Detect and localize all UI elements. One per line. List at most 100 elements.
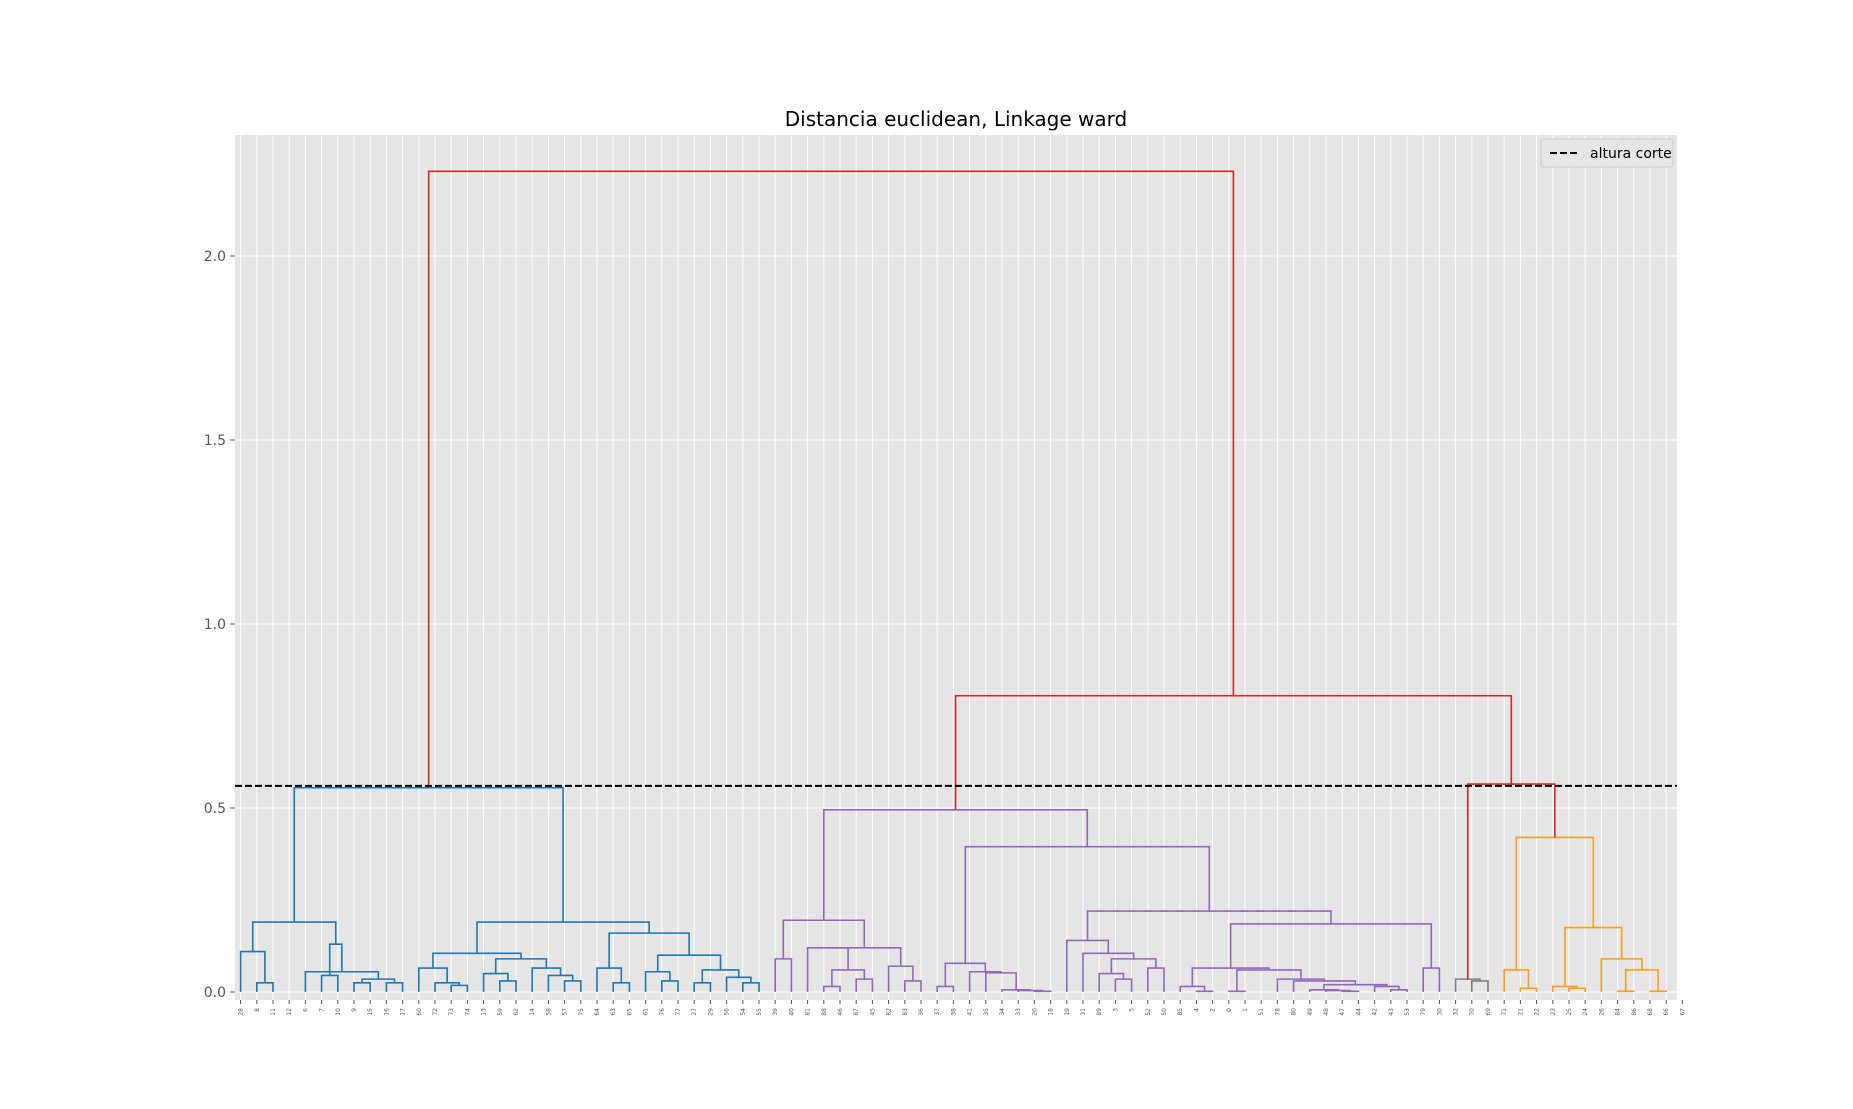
x-tick-label: 21 [1517, 1008, 1524, 1016]
x-tick-label: 27 [691, 1008, 698, 1016]
x-tick-label: 79 [1420, 1008, 1427, 1016]
legend-label: altura corte [1590, 146, 1672, 162]
x-tick-label: 30 [1436, 1008, 1443, 1016]
x-tick-label: 36 [918, 1008, 925, 1016]
x-tick-label: 60 [416, 1008, 423, 1016]
x-tick-label: 52 [1145, 1008, 1152, 1016]
x-tick-label: 73 [448, 1008, 455, 1016]
x-tick-label: 66 [1663, 1008, 1670, 1016]
x-tick-label: 56 [724, 1008, 731, 1016]
x-tick-label: 89 [1096, 1008, 1103, 1016]
x-tick-label: 48 [1323, 1008, 1330, 1016]
y-tick-label: 2.0 [204, 249, 226, 265]
x-tick-label: 50 [1161, 1008, 1168, 1016]
x-tick-label: 1 [1242, 1008, 1249, 1012]
x-tick-label: 10 [335, 1008, 342, 1016]
x-tick-label: 16 [383, 1008, 390, 1016]
x-tick-label: 14 [529, 1008, 536, 1016]
x-tick-label: 0 [1226, 1008, 1233, 1012]
dendrogram-link [1033, 990, 1052, 993]
x-tick-label: 32 [1453, 1008, 1460, 1016]
x-tick-label: 65 [626, 1008, 633, 1016]
x-tick-label: 85 [1177, 1008, 1184, 1016]
x-tick-label: 41 [967, 1008, 974, 1016]
x-tick-label: 44 [1355, 1008, 1362, 1016]
x-tick-label: 78 [1274, 1008, 1281, 1016]
x-tick-label: 54 [740, 1008, 747, 1016]
y-tick-label: 1.5 [204, 433, 226, 449]
dendrogram-link [1649, 990, 1667, 993]
x-tick-label: 7 [319, 1008, 326, 1012]
dendrogram-link [1195, 990, 1214, 993]
legend-box [1540, 138, 1674, 168]
x-tick-label: 70 [1469, 1008, 1476, 1016]
x-tick-label: 39 [772, 1008, 779, 1016]
x-tick-label: 15 [367, 1008, 374, 1016]
x-tick-label: 4 [1193, 1008, 1200, 1012]
x-tick-label: 17 [400, 1008, 407, 1016]
chart-title: Distancia euclidean, Linkage ward [785, 107, 1127, 131]
x-tick-label: 2 [1210, 1008, 1217, 1012]
x-tick-label: 82 [886, 1008, 893, 1016]
x-tick-label: 37 [934, 1008, 941, 1016]
x-tick-label: 38 [950, 1008, 957, 1016]
x-tick-label: 84 [1615, 1008, 1622, 1016]
x-tick-label: 3 [1112, 1008, 1119, 1012]
x-tick-label: 55 [756, 1008, 763, 1016]
x-tick-label: 8 [254, 1008, 261, 1012]
x-tick-label: 77 [675, 1008, 682, 1016]
x-tick-label: 75 [578, 1008, 585, 1016]
x-tick-label: 13 [481, 1008, 488, 1016]
x-tick-label: 40 [788, 1008, 795, 1016]
x-tick-label: 47 [1339, 1008, 1346, 1016]
x-tick-label: 69 [1485, 1008, 1492, 1016]
dendrogram-link [1616, 990, 1635, 993]
x-tick-label: 5 [1129, 1008, 1136, 1012]
x-tick-label: 9 [351, 1008, 358, 1012]
x-tick-label: 74 [464, 1008, 471, 1016]
x-tick-label: 53 [1404, 1008, 1411, 1016]
dendrogram-link [427, 170, 1235, 788]
x-tick-label: 64 [594, 1008, 601, 1016]
x-tick-label: 67 [1679, 1008, 1686, 1016]
x-tick-label: 34 [999, 1008, 1006, 1016]
x-tick-label: 28 [238, 1008, 245, 1016]
x-tick-label: 26 [1598, 1008, 1605, 1016]
x-tick-label: 35 [983, 1008, 990, 1016]
x-tick-label: 43 [1388, 1008, 1395, 1016]
x-tick-label: 49 [1307, 1008, 1314, 1016]
x-tick-label: 18 [1048, 1008, 1055, 1016]
dendrogram-link [1228, 990, 1246, 993]
y-tick-label: 1.0 [204, 617, 226, 633]
x-tick-label: 46 [837, 1008, 844, 1016]
y-axis-ticks: 0.0 0.5 1.0 1.5 2.0 [204, 249, 235, 1001]
x-tick-label: 45 [869, 1008, 876, 1016]
x-tick-label: 24 [1582, 1008, 1589, 1016]
x-tick-label: 71 [1501, 1008, 1508, 1016]
x-tick-label: 57 [562, 1008, 569, 1016]
y-tick-label: 0.5 [204, 801, 226, 817]
x-tick-label: 61 [643, 1008, 650, 1016]
x-tick-label: 6 [302, 1008, 309, 1012]
x-tick-label: 31 [1080, 1008, 1087, 1016]
x-tick-label: 63 [610, 1008, 617, 1016]
x-tick-label: 87 [853, 1008, 860, 1016]
x-tick-label: 22 [1534, 1008, 1541, 1016]
x-tick-label: 72 [432, 1008, 439, 1016]
x-tick-label: 59 [497, 1008, 504, 1016]
x-tick-label: 12 [286, 1008, 293, 1016]
x-tick-label: 58 [545, 1008, 552, 1016]
x-tick-label: 29 [707, 1008, 714, 1016]
x-tick-label: 80 [1291, 1008, 1298, 1016]
x-tick-label: 33 [1015, 1008, 1022, 1016]
plot-background [235, 135, 1677, 1000]
x-tick-label: 20 [1031, 1008, 1038, 1016]
legend: altura corte [1540, 138, 1674, 168]
x-tick-label: 23 [1550, 1008, 1557, 1016]
x-tick-label: 19 [1064, 1008, 1071, 1016]
x-tick-label: 42 [1372, 1008, 1379, 1016]
x-tick-label: 86 [1631, 1008, 1638, 1016]
x-tick-label: 81 [805, 1008, 812, 1016]
x-tick-label: 88 [821, 1008, 828, 1016]
